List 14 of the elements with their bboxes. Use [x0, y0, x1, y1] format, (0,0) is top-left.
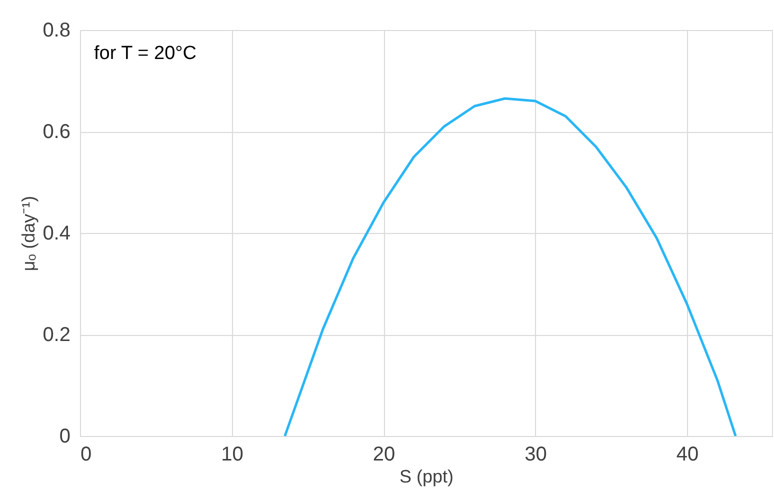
annotation: for T = 20°C [94, 43, 196, 64]
x-tick-label: 40 [676, 444, 699, 466]
x-tick-label: 10 [221, 444, 244, 466]
y-axis-title: μₒ (day⁻¹) [18, 196, 39, 272]
x-tick-label: 20 [372, 444, 396, 466]
y-tick-label: 0.2 [42, 324, 70, 346]
line-series [284, 97, 737, 438]
y-tick-label: 0.8 [42, 20, 70, 42]
x-tick-label: 0 [80, 444, 92, 466]
y-tick-label: 0.6 [42, 121, 70, 143]
x-tick-label: 30 [524, 444, 547, 466]
y-tick-label: 0 [59, 426, 70, 448]
y-tick-label: 0.4 [42, 222, 70, 244]
x-axis-title: S (ppt) [399, 466, 454, 486]
